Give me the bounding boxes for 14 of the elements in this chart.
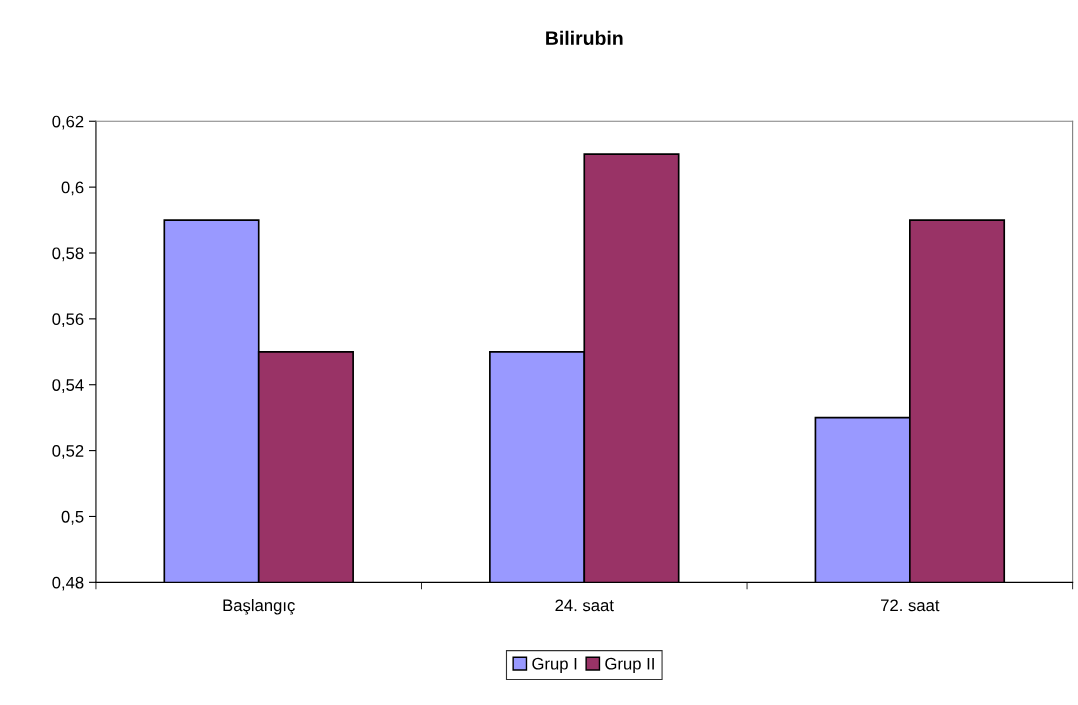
y-tick-label: 0,48 — [52, 576, 84, 591]
y-tick-label: 0,6 — [61, 181, 84, 196]
chart-title: Bilirubin — [546, 30, 623, 46]
y-tick-label: 0,54 — [52, 379, 84, 393]
y-tick-label: 0,62 — [52, 115, 84, 130]
x-tick-label: 72. saat — [881, 599, 940, 612]
x-tick-label: Başlangıç — [223, 599, 295, 615]
legend-label: Grup I — [532, 657, 577, 673]
y-tick-label: 0,5 — [61, 510, 84, 525]
y-tick-label: 0,58 — [52, 247, 84, 262]
y-tick-label: 0,56 — [52, 313, 84, 328]
legend-label: Grup II — [605, 657, 654, 673]
x-tick-label: 24. saat — [555, 599, 614, 612]
y-tick-label: 0,52 — [52, 445, 84, 459]
